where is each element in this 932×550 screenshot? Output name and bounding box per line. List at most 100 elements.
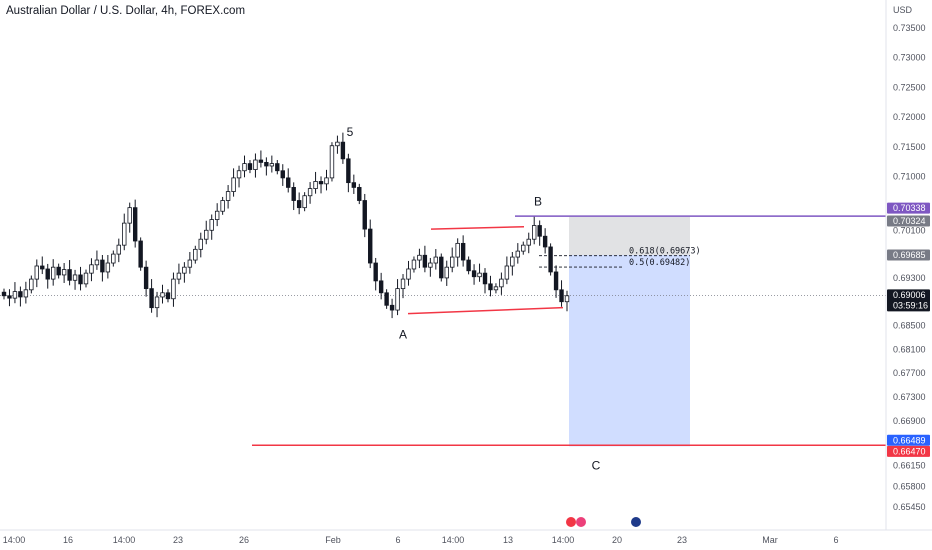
candle-body bbox=[559, 289, 564, 303]
candle-body bbox=[132, 207, 138, 242]
candle-body bbox=[264, 162, 269, 167]
candle-body bbox=[351, 182, 357, 188]
candle-body bbox=[510, 256, 515, 267]
candle-body bbox=[253, 159, 258, 170]
candle-body bbox=[318, 181, 324, 185]
candle-body bbox=[83, 272, 89, 285]
candle-body bbox=[220, 200, 225, 212]
candle-body bbox=[499, 278, 504, 288]
price-tag-value: 0.69006 bbox=[893, 290, 926, 300]
price-countdown: 03:59:16 bbox=[893, 300, 928, 310]
candle-body bbox=[368, 228, 373, 264]
candle-body bbox=[537, 225, 542, 237]
candle-body bbox=[40, 265, 45, 270]
candle-body bbox=[291, 187, 296, 201]
candle-body bbox=[23, 289, 29, 298]
price-tag-bg bbox=[887, 202, 930, 214]
us-flag-icon bbox=[576, 517, 586, 527]
candle-body bbox=[138, 240, 143, 268]
y-tick-label: 0.67300 bbox=[893, 392, 926, 402]
candle-body bbox=[357, 187, 362, 201]
candle-body bbox=[100, 259, 105, 273]
candle-body bbox=[307, 188, 313, 197]
candle-body bbox=[378, 280, 384, 294]
candle-body bbox=[89, 264, 94, 274]
chart-title: Australian Dollar / U.S. Dollar, 4h, FOR… bbox=[6, 5, 246, 17]
candle-body bbox=[521, 244, 526, 252]
candle-body bbox=[61, 269, 67, 276]
candle-body bbox=[209, 219, 214, 231]
candle-body bbox=[373, 262, 378, 282]
candle-body bbox=[482, 272, 488, 285]
wave-label-5: 5 bbox=[347, 125, 354, 139]
candle-body bbox=[444, 266, 449, 279]
x-tick-label: Mar bbox=[762, 535, 778, 545]
candle-body bbox=[324, 177, 329, 185]
x-tick-label: 20 bbox=[612, 535, 622, 545]
candle-body bbox=[258, 159, 264, 163]
candle-body bbox=[460, 242, 466, 261]
candle-body bbox=[204, 229, 209, 240]
candle-body bbox=[504, 265, 510, 280]
candle-body bbox=[149, 288, 154, 309]
candle-body bbox=[247, 163, 253, 170]
candle-body bbox=[411, 259, 417, 270]
fib-618-label: 0.618(0.69673) bbox=[629, 247, 701, 257]
candle-body bbox=[286, 177, 291, 188]
price-tag-value: 0.70324 bbox=[893, 216, 926, 226]
wave-label-c: C bbox=[592, 458, 601, 472]
candle-body bbox=[455, 242, 460, 258]
x-tick-label: 6 bbox=[395, 535, 400, 545]
y-tick-label: 0.71500 bbox=[893, 142, 926, 152]
y-tick-label: 0.69300 bbox=[893, 273, 926, 283]
y-tick-label: 0.65450 bbox=[893, 502, 926, 512]
candle-body bbox=[29, 278, 34, 291]
candle-body bbox=[165, 292, 171, 300]
candle-body bbox=[395, 288, 400, 311]
candle-body bbox=[488, 283, 493, 291]
candle-body bbox=[242, 163, 247, 172]
event-lightning-icon bbox=[566, 517, 576, 527]
y-tick-label: 0.67700 bbox=[893, 368, 926, 378]
candle-body bbox=[45, 268, 50, 280]
price-tag-bg bbox=[887, 249, 930, 261]
candle-body bbox=[422, 254, 428, 268]
y-tick-label: 0.71000 bbox=[893, 172, 926, 182]
x-tick-label: 16 bbox=[63, 535, 73, 545]
candle-body bbox=[94, 259, 100, 266]
candle-body bbox=[154, 296, 160, 309]
candle-body bbox=[335, 141, 340, 147]
x-tick-label: 13 bbox=[503, 535, 513, 545]
candle-body bbox=[193, 248, 198, 261]
candle-body bbox=[515, 250, 521, 258]
candle-body bbox=[406, 268, 411, 280]
candle-body bbox=[214, 210, 220, 220]
candle-body bbox=[187, 259, 193, 268]
x-tick-label: 14:00 bbox=[113, 535, 136, 545]
risk-zone bbox=[569, 216, 690, 255]
candle-body bbox=[67, 269, 72, 281]
candle-body bbox=[111, 253, 116, 264]
reward-zone bbox=[569, 254, 690, 447]
y-tick-label: 0.73500 bbox=[893, 23, 926, 33]
candle-body bbox=[12, 291, 18, 299]
price-tag-value: 0.66489 bbox=[893, 435, 926, 445]
candle-body bbox=[143, 266, 149, 290]
candle-body bbox=[116, 244, 121, 255]
candle-body bbox=[231, 177, 236, 192]
candle-body bbox=[433, 256, 439, 264]
candle-body bbox=[439, 256, 444, 279]
x-tick-label: 23 bbox=[677, 535, 687, 545]
candle-body bbox=[466, 259, 471, 272]
price-tag: 0.66470 bbox=[887, 445, 930, 457]
candle-body bbox=[296, 200, 302, 209]
price-tag: 0.69685 bbox=[887, 249, 930, 261]
y-tick-label: 0.68100 bbox=[893, 344, 926, 354]
x-tick-label: 23 bbox=[173, 535, 183, 545]
candle-body bbox=[553, 271, 559, 291]
candle-body bbox=[542, 235, 548, 248]
price-tag-value: 0.69685 bbox=[893, 250, 926, 260]
y-tick-label: 0.73000 bbox=[893, 53, 926, 63]
